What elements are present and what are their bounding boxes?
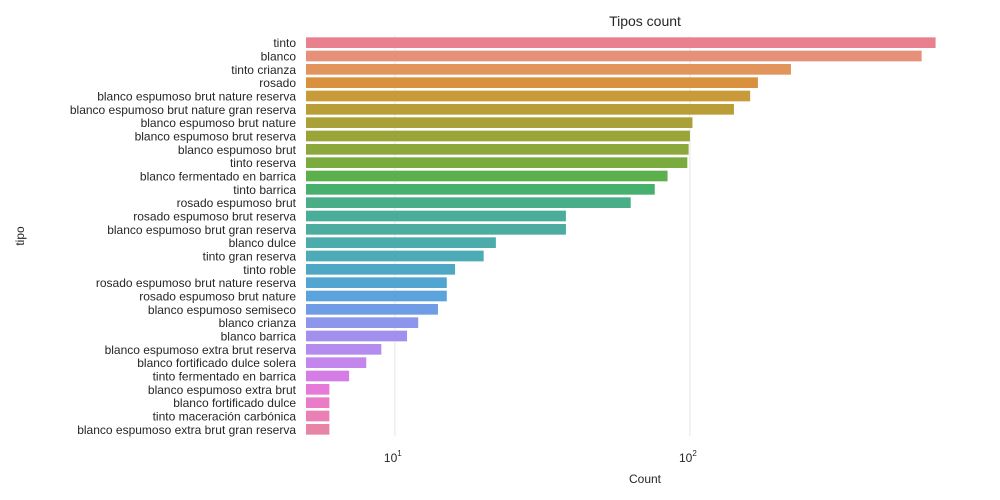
- category-label-0: tinto: [273, 36, 296, 50]
- category-label-20: blanco espumoso semiseco: [148, 303, 296, 317]
- category-label-15: blanco dulce: [229, 236, 297, 250]
- x-tick-label-1: 102: [679, 449, 697, 465]
- bar-19: [306, 290, 447, 302]
- category-label-17: tinto roble: [243, 263, 296, 277]
- chart-title: Tipos count: [609, 13, 681, 29]
- category-label-14: blanco espumoso brut gran reserva: [107, 223, 296, 237]
- category-label-6: blanco espumoso brut nature: [141, 116, 297, 130]
- category-label-23: blanco espumoso extra brut reserva: [105, 343, 297, 357]
- category-label-13: rosado espumoso brut reserva: [133, 210, 296, 224]
- category-label-9: tinto reserva: [230, 156, 296, 170]
- bar-3: [306, 77, 758, 88]
- category-label-24: blanco fortificado dulce solera: [137, 356, 296, 370]
- bar-8: [306, 144, 689, 155]
- category-label-29: blanco espumoso extra brut gran reserva: [77, 423, 296, 437]
- category-label-1: blanco: [261, 50, 297, 64]
- bar-1: [306, 50, 922, 62]
- category-label-21: blanco crianza: [219, 316, 297, 330]
- category-label-5: blanco espumoso brut nature gran reserva: [70, 103, 296, 117]
- bar-29: [306, 424, 330, 435]
- category-label-19: rosado espumoso brut nature: [139, 290, 296, 304]
- bar-28: [306, 410, 330, 422]
- bar-14: [306, 224, 566, 235]
- category-label-3: rosado: [259, 76, 296, 90]
- bar-18: [306, 277, 447, 288]
- bar-23: [306, 344, 382, 355]
- bar-22: [306, 330, 408, 342]
- bar-26: [306, 384, 330, 395]
- x-tick-labels: 101 102: [384, 449, 697, 465]
- bar-20: [306, 304, 438, 315]
- category-label-26: blanco espumoso extra brut: [148, 383, 297, 397]
- bars: [306, 37, 936, 435]
- bar-24: [306, 357, 367, 368]
- category-label-12: rosado espumoso brut: [177, 196, 297, 210]
- bar-6: [306, 117, 693, 128]
- bar-0: [306, 37, 936, 48]
- bar-21: [306, 317, 419, 328]
- grid-lines: [394, 36, 691, 436]
- category-label-18: rosado espumoso brut nature reserva: [96, 276, 296, 290]
- bar-11: [306, 184, 655, 195]
- bar-25: [306, 370, 350, 382]
- category-label-10: blanco fermentado en barrica: [140, 170, 296, 184]
- y-axis-label: tipo: [13, 226, 27, 246]
- bar-12: [306, 197, 631, 208]
- bar-9: [306, 157, 688, 168]
- bar-15: [306, 237, 496, 248]
- category-label-4: blanco espumoso brut nature reserva: [97, 90, 296, 104]
- bar-2: [306, 64, 791, 75]
- category-label-22: blanco barrica: [221, 330, 297, 344]
- x-axis-label: Count: [629, 472, 662, 486]
- category-label-11: tinto barrica: [233, 183, 296, 197]
- bar-10: [306, 170, 668, 182]
- category-label-25: tinto fermentado en barrica: [153, 370, 297, 384]
- bar-5: [306, 104, 734, 115]
- category-label-16: tinto gran reserva: [203, 250, 297, 264]
- category-label-27: blanco fortificado dulce: [173, 396, 296, 410]
- category-label-8: blanco espumoso brut: [178, 143, 297, 157]
- category-label-28: tinto maceración carbónica: [153, 410, 297, 424]
- bar-4: [306, 90, 751, 102]
- bar-7: [306, 130, 690, 142]
- bar-27: [306, 397, 330, 408]
- category-label-2: tinto crianza: [231, 63, 296, 77]
- x-tick-label-0: 101: [384, 449, 402, 465]
- category-label-7: blanco espumoso brut reserva: [135, 130, 297, 144]
- bar-16: [306, 250, 484, 262]
- bar-13: [306, 210, 566, 222]
- bar-17: [306, 264, 456, 275]
